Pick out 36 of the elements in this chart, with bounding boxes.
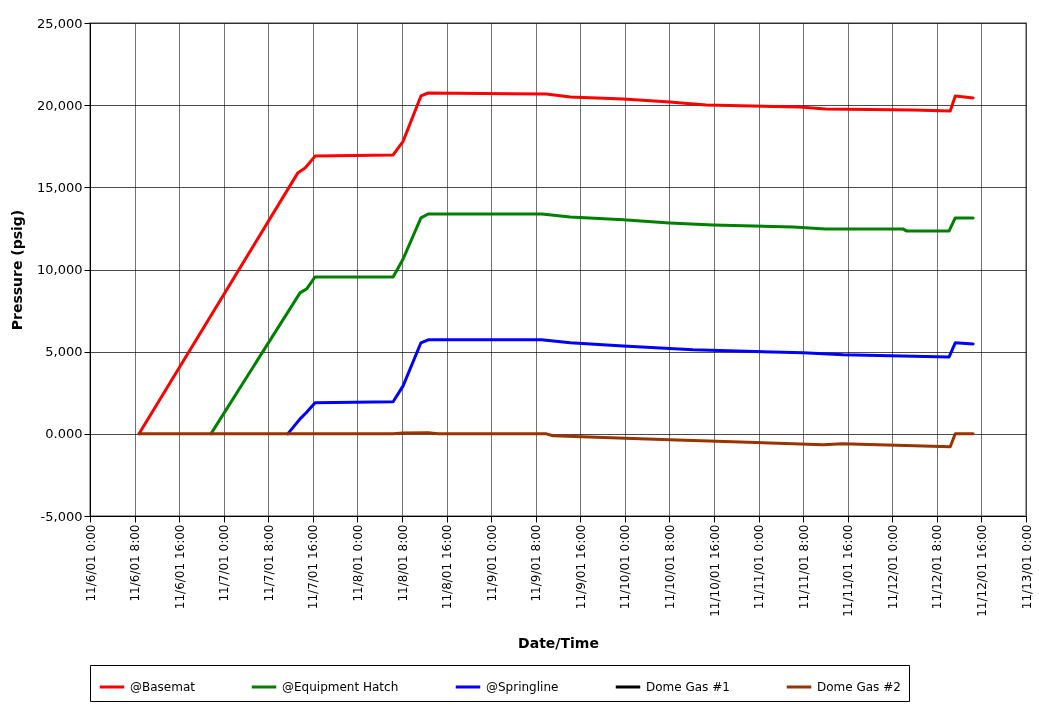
x-tick-label: 11/9/01 0:00 bbox=[484, 524, 499, 602]
x-tick-label: 11/7/01 8:00 bbox=[261, 524, 276, 602]
legend-label: Dome Gas #1 bbox=[646, 680, 730, 694]
y-tick-label: 10,000 bbox=[37, 262, 83, 277]
x-tick-label: 11/10/01 0:00 bbox=[618, 524, 633, 610]
x-tick-label: 11/12/01 8:00 bbox=[930, 524, 945, 610]
x-tick-label: 11/12/01 0:00 bbox=[885, 524, 900, 610]
x-tick-label: 11/8/01 0:00 bbox=[350, 524, 365, 602]
x-tick-label: 11/7/01 16:00 bbox=[306, 524, 321, 610]
x-tick-label: 11/11/01 16:00 bbox=[841, 524, 856, 617]
x-tick-label: 11/7/01 0:00 bbox=[217, 524, 232, 602]
x-tick-label: 11/8/01 8:00 bbox=[395, 524, 410, 602]
x-tick-label: 11/11/01 8:00 bbox=[796, 524, 811, 610]
x-tick-label: 11/6/01 16:00 bbox=[172, 524, 187, 610]
x-tick-label: 11/6/01 8:00 bbox=[128, 524, 143, 602]
legend-label: @Springline bbox=[486, 680, 559, 694]
x-tick-label: 11/11/01 0:00 bbox=[752, 524, 767, 610]
x-tick-label: 11/8/01 16:00 bbox=[440, 524, 455, 610]
y-tick-label: -5,000 bbox=[40, 508, 83, 524]
x-tick-label: 11/10/01 8:00 bbox=[662, 524, 677, 610]
legend-label: @Basemat bbox=[130, 680, 196, 694]
y-tick-label: 25,000 bbox=[37, 15, 83, 31]
x-tick-label: 11/13/01 0:00 bbox=[1019, 524, 1034, 610]
y-axis-title: Pressure (psig) bbox=[9, 209, 26, 331]
x-tick-label: 11/10/01 16:00 bbox=[707, 524, 722, 617]
y-tick-label: 5,000 bbox=[45, 344, 83, 360]
x-tick-label: 11/9/01 16:00 bbox=[573, 524, 588, 610]
y-tick-label: 15,000 bbox=[37, 179, 83, 195]
x-tick-label: 11/9/01 8:00 bbox=[529, 524, 544, 602]
y-tick-label: 20,000 bbox=[37, 97, 83, 113]
x-axis-title: Date/Time bbox=[518, 634, 599, 651]
legend-label: Dome Gas #2 bbox=[817, 680, 901, 694]
x-tick-label: 11/6/01 0:00 bbox=[83, 524, 98, 602]
y-tick-label: 0.000 bbox=[45, 426, 83, 442]
legend-label: @Equipment Hatch bbox=[282, 680, 399, 694]
x-tick-label: 11/12/01 16:00 bbox=[974, 524, 989, 617]
